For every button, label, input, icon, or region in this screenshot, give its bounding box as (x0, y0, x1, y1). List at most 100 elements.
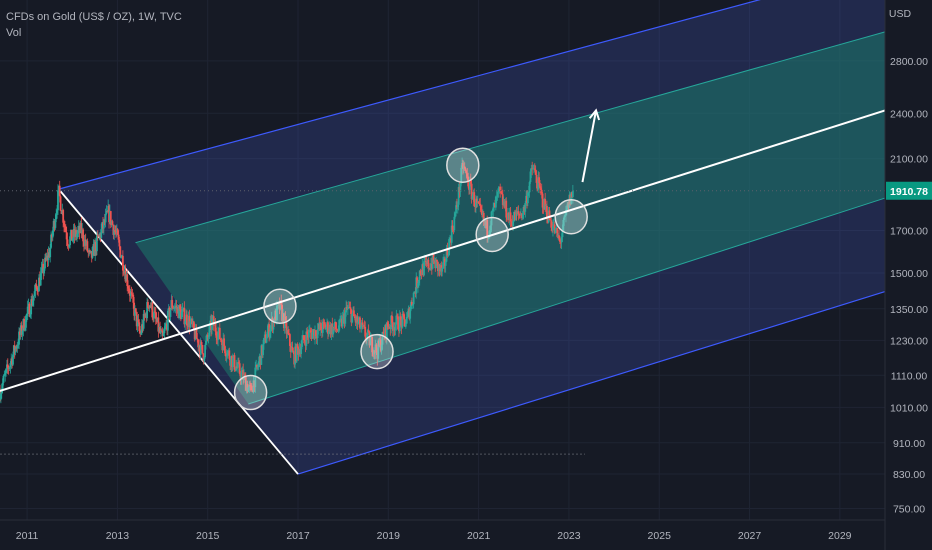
candle-body (268, 324, 271, 338)
candle-body (446, 249, 449, 256)
candle-body (127, 286, 129, 289)
candle-body (478, 203, 481, 205)
candle-body (382, 331, 385, 334)
candle-body (173, 308, 175, 310)
candle-body (495, 196, 498, 198)
candle-body (406, 312, 409, 317)
candle-body (50, 234, 52, 248)
candle-body (104, 213, 107, 223)
candle-body (499, 186, 502, 192)
candle-body (57, 190, 59, 211)
candle-body (121, 255, 124, 271)
candle-body (244, 376, 247, 391)
candle-body (399, 316, 402, 320)
candle-body (25, 313, 28, 316)
candle-body (49, 247, 52, 258)
candle-body (565, 210, 567, 216)
candle-body (202, 353, 205, 361)
candle-body (444, 261, 447, 266)
time-axis-label: 2011 (16, 530, 39, 542)
candle-body (494, 196, 497, 208)
candle-body (240, 372, 243, 380)
candle-body (364, 326, 367, 337)
price-axis-label: 910.00 (893, 438, 925, 450)
candle-body (397, 316, 399, 330)
candle-body (571, 190, 574, 197)
candle-body (482, 212, 485, 222)
candle-body (287, 330, 290, 334)
candle-body (418, 270, 421, 280)
candle-body (395, 315, 398, 325)
candle-body (398, 316, 401, 332)
candle-body (410, 302, 412, 310)
candle-body (509, 212, 512, 222)
candle-body (215, 331, 218, 338)
candle-body (197, 339, 200, 348)
candle-body (531, 168, 534, 170)
candle-body (39, 273, 42, 286)
candle-body (454, 213, 457, 217)
candle-body (481, 210, 483, 216)
candle-body (91, 247, 94, 258)
candle-body (64, 226, 67, 232)
candle-body (411, 304, 414, 306)
candle-body (496, 192, 499, 197)
candle-body (207, 336, 210, 338)
candle-body (435, 259, 438, 269)
candle-body (345, 307, 348, 313)
candle-body (137, 319, 140, 323)
candle-body (501, 194, 504, 206)
candle-body (411, 302, 413, 306)
candle-body (321, 321, 324, 333)
candle-body (295, 344, 298, 362)
candle-body (401, 314, 404, 328)
candle-body (5, 368, 7, 374)
candle-body (465, 171, 468, 174)
candle-body (302, 335, 305, 341)
candle-body (260, 345, 263, 365)
candle-body (550, 220, 553, 228)
chart-legend: CFDs on Gold (US$ / OZ), 1W, TVC Vol (6, 9, 182, 41)
candle-body (151, 302, 154, 318)
volume-indicator-label[interactable]: Vol (6, 27, 22, 39)
candle-body (224, 353, 227, 357)
candle-body (404, 319, 406, 327)
candle-body (491, 210, 494, 212)
time-axis-label: 2025 (648, 530, 672, 542)
highlight-circle (233, 374, 268, 411)
pitchfork-median-line (0, 109, 886, 392)
candle-body (184, 321, 187, 325)
candle-body (332, 326, 335, 335)
candle-body (417, 283, 419, 288)
candle-body (142, 313, 145, 329)
candle-body (337, 330, 340, 332)
candle-body (62, 210, 65, 223)
candle-body (189, 321, 192, 328)
candle-body (477, 201, 480, 204)
candle-body (120, 257, 123, 258)
candle-body (55, 213, 58, 220)
candle-body (105, 211, 108, 214)
candle-body (153, 311, 156, 313)
candle-body (180, 311, 183, 320)
time-axis-label: 2015 (196, 530, 220, 542)
candle-body (356, 316, 359, 324)
price-axis-label: 830.00 (893, 469, 925, 481)
candle-body (339, 319, 341, 321)
candle-body (517, 211, 520, 214)
candle-body (247, 387, 250, 392)
candle-body (468, 179, 471, 190)
candle-body (147, 307, 150, 309)
candle-body (25, 315, 27, 328)
candle-body (118, 239, 121, 247)
candle-body (308, 330, 310, 338)
symbol-title[interactable]: CFDs on Gold (US$ / OZ), 1W, TVC (6, 11, 182, 23)
highlight-circle (554, 199, 588, 235)
candle-body (70, 229, 73, 241)
candle-body (367, 330, 370, 332)
candle-body (66, 239, 69, 246)
candle-body (224, 346, 226, 354)
candle-body (266, 331, 269, 339)
